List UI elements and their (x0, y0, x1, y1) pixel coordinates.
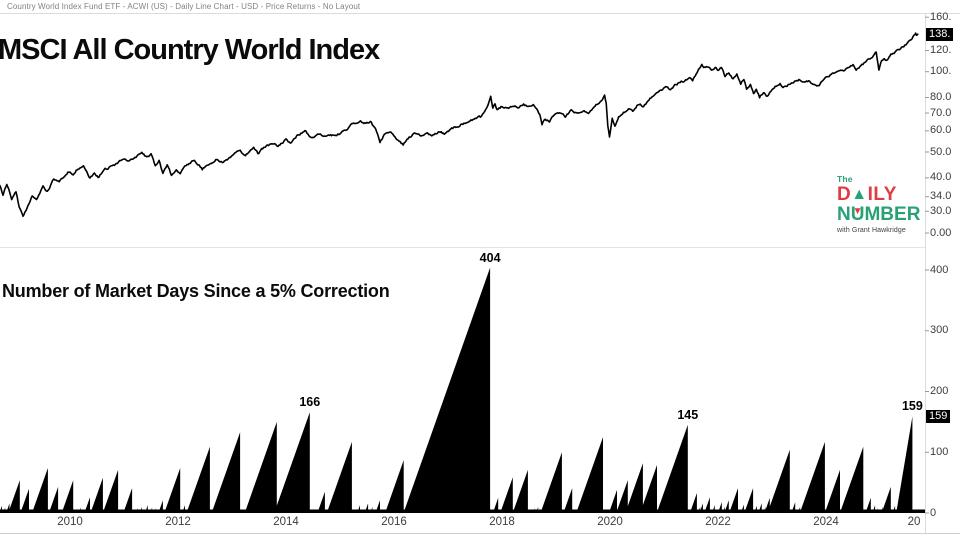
daily-number-logo: The D▲ILY NU ▼ MBER with Grant Hawkridge (837, 175, 927, 234)
top-pane-title: MSCI All Country World Index (0, 34, 380, 66)
up-arrow-icon: ▲ (851, 185, 868, 203)
price-line-series (0, 32, 919, 217)
year-axis-tick: 2018 (489, 516, 515, 528)
logo-daily-rest: ILY (867, 183, 897, 205)
price-axis-tick: 0.00 (930, 226, 952, 239)
logo-daily-d: D (837, 183, 852, 205)
logo-the: The (837, 174, 853, 184)
logo-number-n: N (837, 203, 851, 225)
price-axis-tick: 30.0 (930, 204, 952, 217)
year-axis-tick: 2014 (273, 516, 299, 528)
year-axis-tick: 2016 (381, 516, 407, 528)
year-axis-tick: 2022 (705, 516, 731, 528)
pane-separators (0, 13, 960, 534)
price-axis-tick: 60.0 (930, 124, 952, 137)
logo-number-u: U ▼ (850, 203, 865, 225)
year-axis-tick: 2024 (813, 516, 839, 528)
last-days-badge: 159 (926, 409, 951, 423)
price-axis-tick: 40.0 (930, 171, 952, 184)
price-axis-tick: 34.0 (930, 190, 952, 203)
last-price-badge: 138. (926, 27, 954, 41)
chart-descriptor-text: Country World Index Fund ETF - ACWI (US)… (7, 2, 361, 11)
price-axis-tick: 100. (930, 65, 952, 78)
bottom-pane-title: Number of Market Days Since a 5% Correct… (2, 281, 390, 301)
year-axis-tick: 20 (907, 516, 921, 528)
peak-annotation: 159 (901, 399, 923, 414)
days-axis-tick: 0 (930, 506, 937, 519)
peak-annotation: 145 (677, 407, 699, 422)
days-axis-tick: 300 (930, 324, 949, 337)
peak-annotation: 166 (299, 395, 321, 410)
days-axis-tick: 200 (930, 385, 949, 397)
logo-number-rest: MBER (864, 203, 921, 225)
days-axis-tick: 400 (930, 263, 949, 276)
logo-daily: D▲ILY (837, 185, 927, 204)
logo-tagline: with Grant Hawkridge (837, 226, 906, 234)
bottom-pane-baseline (0, 509, 925, 513)
axis-tick-marks (925, 16, 929, 514)
year-axis-tick: 2010 (57, 516, 83, 528)
price-axis-tick: 80.0 (930, 91, 952, 104)
price-axis-tick: 120. (930, 44, 952, 57)
price-axis-tick: 160. (930, 10, 952, 23)
price-axis-tick: 70.0 (930, 106, 952, 119)
year-axis-tick: 2012 (165, 516, 191, 528)
down-arrow-icon: ▼ (852, 206, 863, 218)
days-axis-tick: 100 (930, 445, 949, 458)
year-axis-tick: 2020 (597, 516, 623, 528)
price-axis-tick: 50.0 (930, 145, 952, 158)
days-since-correction-series (0, 267, 913, 513)
peak-annotation: 404 (479, 250, 501, 265)
logo-number: NU ▼ MBER (837, 205, 927, 224)
toolbar-header: Country World Index Fund ETF - ACWI (US)… (0, 0, 960, 13)
